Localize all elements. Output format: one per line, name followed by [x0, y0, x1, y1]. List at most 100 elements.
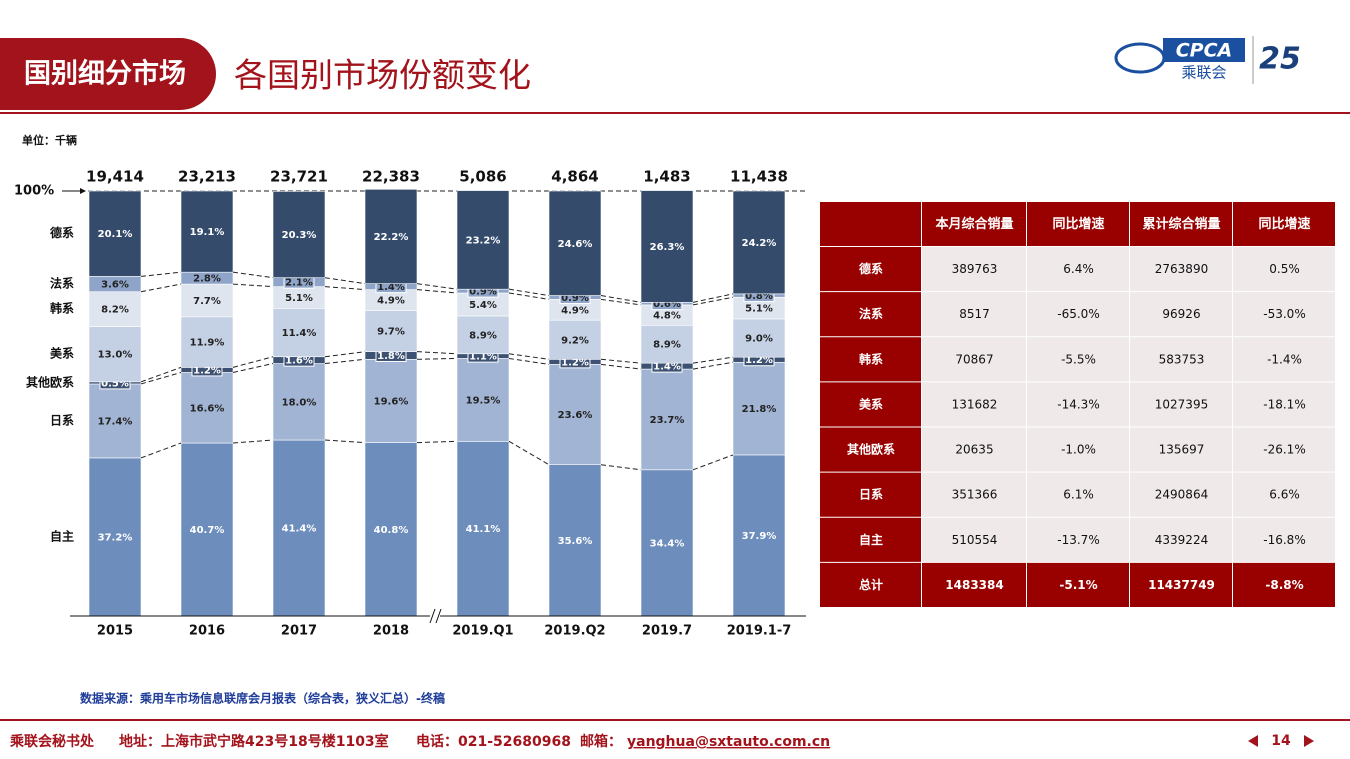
cell-text: 11437749: [1148, 578, 1215, 592]
segment-label: 37.9%: [742, 531, 777, 542]
next-arrow[interactable]: [1304, 735, 1314, 747]
table-cell: [820, 247, 921, 292]
cell-text: 德系: [859, 261, 883, 276]
table-cell: [1130, 427, 1232, 472]
cell-text: 1027395: [1155, 397, 1208, 411]
segment-label: 9.0%: [745, 334, 773, 345]
table-cell: [1130, 517, 1232, 562]
x-tick-label: 2015: [97, 624, 133, 639]
segment-label: 23.2%: [466, 235, 501, 246]
table-cell: [922, 247, 1026, 292]
legend-label: 法系: [50, 276, 74, 291]
cell-text: 389763: [952, 262, 998, 276]
segment-label: 1.8%: [377, 351, 405, 362]
cell-text: 自主: [859, 532, 883, 547]
bar-segment: [640, 190, 694, 303]
section-title: 国别细分市场: [24, 58, 186, 90]
bar-segment: [640, 368, 694, 471]
segment-label: 0.9%: [469, 287, 497, 298]
footer-org: 乘联会秘书处: [9, 733, 95, 750]
y-tick-label: 100%: [14, 184, 54, 199]
table-cell: [1233, 337, 1335, 382]
legend-label: 德系: [50, 225, 74, 240]
connector: [416, 289, 458, 294]
table-cell: [1027, 517, 1129, 562]
cell-text: -1.0%: [1061, 443, 1096, 457]
header-cell: [1233, 202, 1335, 246]
header-cell: [1130, 202, 1232, 246]
cell-text: 8517: [959, 307, 990, 321]
table-cell: [1130, 292, 1232, 337]
bar-segment: [456, 441, 510, 617]
connector: [692, 454, 734, 471]
connector: [692, 361, 734, 370]
logo-box: [1163, 38, 1245, 62]
legend-label: 美系: [50, 346, 74, 361]
total-label: 22,383: [362, 168, 420, 186]
segment-label: 34.4%: [650, 538, 685, 549]
table-cell: [1130, 247, 1232, 292]
segment-label: 8.2%: [101, 305, 129, 316]
segment-label: 23.6%: [558, 410, 593, 421]
connector: [416, 357, 458, 360]
table-cell: [1233, 562, 1335, 607]
prev-arrow[interactable]: [1248, 735, 1258, 747]
axis-break: [429, 608, 436, 624]
cell-text: -26.1%: [1263, 443, 1305, 457]
cell-text: 583753: [1159, 352, 1205, 366]
cell-text: -8.8%: [1265, 578, 1303, 592]
connector: [600, 295, 642, 303]
footer-address: 地址：上海市武宁路423号18号楼1103室: [119, 733, 389, 750]
segment-label: 26.3%: [650, 242, 685, 253]
header-cell: [922, 202, 1026, 246]
connector: [416, 283, 458, 290]
cell-text: 510554: [952, 533, 998, 547]
connector: [324, 286, 366, 291]
table-cell: [820, 517, 921, 562]
table-cell: [1027, 292, 1129, 337]
bar-segment: [272, 191, 326, 279]
cell-text: -1.4%: [1267, 352, 1302, 366]
table-cell: [1130, 337, 1232, 382]
segment-label: 1.2%: [745, 355, 773, 366]
footer-email: yanghua@sxtauto.com.cn: [627, 734, 830, 750]
cell-text: 131682: [952, 397, 998, 411]
segment-label: 0.5%: [101, 378, 129, 389]
bar-segment: [88, 190, 142, 277]
connector: [140, 271, 182, 277]
bar-segment: [732, 361, 786, 456]
segment-label: 2.1%: [285, 278, 313, 289]
bar-segment: [180, 190, 234, 273]
segment-label: 1.2%: [193, 365, 221, 376]
cell-text: 其他欧系: [847, 442, 895, 457]
cell-text: 总计: [859, 577, 883, 592]
bar-segment: [364, 189, 418, 284]
cell-text: -5.1%: [1059, 578, 1097, 592]
cell-text: -18.1%: [1263, 397, 1305, 411]
connector: [324, 351, 366, 358]
segment-label: 23.7%: [650, 415, 685, 426]
x-tick-label: 2018: [373, 624, 409, 639]
table-cell: [1233, 247, 1335, 292]
segment-label: 13.0%: [98, 350, 133, 361]
legend-label: 日系: [50, 412, 74, 427]
segment-label: 21.8%: [742, 404, 777, 415]
connector: [416, 351, 458, 355]
anniversary: 25: [1259, 42, 1301, 77]
connector: [508, 353, 550, 360]
segment-label: 24.6%: [558, 239, 593, 250]
connector: [140, 366, 182, 383]
connector: [692, 356, 734, 364]
segment-label: 4.8%: [653, 311, 681, 322]
bar-segment: [180, 442, 234, 617]
segment-label: 9.2%: [561, 335, 589, 346]
segment-label: 1.1%: [469, 352, 497, 363]
connector: [600, 298, 642, 306]
arrow-head: [80, 188, 86, 194]
connector: [140, 283, 182, 293]
table-cell: [922, 472, 1026, 517]
header-cell: [820, 202, 921, 246]
connector: [324, 439, 366, 444]
segment-label: 4.9%: [561, 305, 589, 316]
x-tick-label: 2019.1-7: [727, 624, 792, 639]
